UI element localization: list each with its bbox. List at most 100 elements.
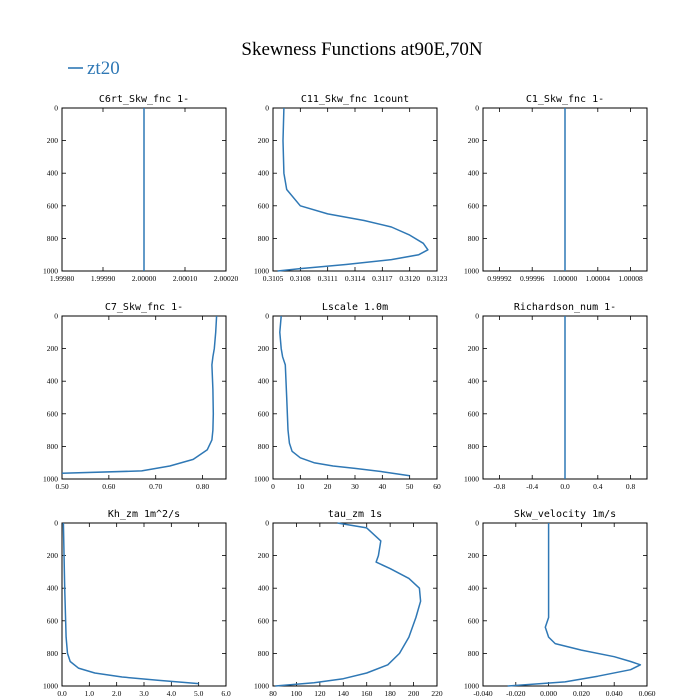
x-tick-label: 0 bbox=[271, 482, 275, 491]
x-tick-label: -0.040 bbox=[473, 689, 493, 698]
x-tick-label: 0.3114 bbox=[345, 274, 366, 283]
x-tick-label: 0.3105 bbox=[263, 274, 284, 283]
x-tick-label: 140 bbox=[338, 689, 350, 698]
x-tick-label: 220 bbox=[431, 689, 443, 698]
y-tick-label: 600 bbox=[258, 616, 270, 625]
panel-title: C6rt_Skw_fnc 1- bbox=[99, 94, 189, 105]
y-tick-label: 800 bbox=[258, 234, 270, 243]
x-tick-label: 1.99980 bbox=[50, 274, 75, 283]
plot-frame bbox=[61, 522, 227, 687]
x-tick-label: 1.00004 bbox=[586, 274, 611, 283]
y-tick-label: 200 bbox=[258, 551, 270, 560]
y-tick-label: 600 bbox=[258, 409, 270, 418]
x-tick-label: 0.99992 bbox=[487, 274, 512, 283]
x-tick-label: 0.80 bbox=[196, 482, 209, 491]
x-tick-label: 50 bbox=[406, 482, 414, 491]
y-tick-label: 600 bbox=[47, 616, 59, 625]
x-tick-label: 120 bbox=[314, 689, 326, 698]
x-tick-label: 10 bbox=[297, 482, 305, 491]
y-tick-label: 400 bbox=[47, 169, 59, 178]
plot-frame bbox=[272, 107, 438, 272]
x-tick-label: 0.000 bbox=[540, 689, 557, 698]
y-tick-label: 400 bbox=[258, 584, 270, 593]
y-tick-label: 800 bbox=[47, 234, 59, 243]
y-tick-label: 400 bbox=[47, 377, 59, 386]
x-tick-label: 40 bbox=[379, 482, 387, 491]
x-tick-label: 0.3120 bbox=[399, 274, 420, 283]
x-tick-label: 1.99990 bbox=[91, 274, 116, 283]
legend-label: zt20 bbox=[87, 58, 120, 79]
y-tick-label: 800 bbox=[258, 649, 270, 658]
figure-title: Skewness Functions at90E,70N bbox=[241, 39, 482, 60]
y-tick-label: 0 bbox=[54, 104, 58, 113]
x-tick-label: 5.0 bbox=[194, 689, 204, 698]
x-tick-label: 0.4 bbox=[593, 482, 603, 491]
y-tick-label: 800 bbox=[468, 234, 480, 243]
chart-panel-2: C11_Skw_fnc 1count020040060080010000.310… bbox=[254, 94, 448, 283]
series-line-zt20 bbox=[507, 523, 642, 687]
legend: zt20 bbox=[68, 58, 120, 79]
y-tick-label: 0 bbox=[475, 519, 479, 528]
x-tick-label: 30 bbox=[351, 482, 359, 491]
x-tick-label: 0.3108 bbox=[290, 274, 311, 283]
y-tick-label: 1000 bbox=[464, 267, 479, 276]
x-tick-label: 2.0 bbox=[112, 689, 122, 698]
panel-title: Skw_velocity 1m/s bbox=[514, 509, 616, 520]
x-tick-label: 0.70 bbox=[149, 482, 162, 491]
y-tick-label: 200 bbox=[468, 551, 480, 560]
x-tick-label: 1.00008 bbox=[618, 274, 643, 283]
series-line-zt20 bbox=[62, 522, 199, 685]
y-tick-label: 200 bbox=[468, 344, 480, 353]
y-tick-label: 0 bbox=[475, 104, 479, 113]
chart-panel-9: Skw_velocity 1m/s 0 200 400 600 800 1000-0.040… bbox=[464, 509, 656, 698]
x-tick-label: 0.0 bbox=[57, 689, 67, 698]
x-tick-label: 1.00000 bbox=[553, 274, 578, 283]
y-tick-label: 1000 bbox=[254, 682, 269, 691]
x-tick-label: 0.8 bbox=[626, 482, 636, 491]
x-tick-label: 1.0 bbox=[85, 689, 95, 698]
x-tick-label: 200 bbox=[408, 689, 420, 698]
y-tick-label: 400 bbox=[468, 584, 480, 593]
y-tick-label: 200 bbox=[47, 136, 59, 145]
x-tick-label: 0.3111 bbox=[318, 274, 338, 283]
x-tick-label: 0.0 bbox=[560, 482, 570, 491]
panel-title: Richardson_num 1- bbox=[514, 302, 616, 313]
x-tick-label: 60 bbox=[433, 482, 441, 491]
y-tick-label: 800 bbox=[468, 649, 480, 658]
x-tick-label: 4.0 bbox=[167, 689, 177, 698]
x-tick-label: -0.8 bbox=[493, 482, 505, 491]
x-tick-label: 100 bbox=[291, 689, 303, 698]
chart-panel-3: C1_Skw_fnc 1- 0 200 400 600 800 1000 0.99992 0.9… bbox=[464, 94, 648, 283]
series-line-zt20 bbox=[61, 315, 218, 475]
y-tick-label: 400 bbox=[258, 169, 270, 178]
x-tick-label: 3.0 bbox=[139, 689, 149, 698]
x-tick-label: -0.020 bbox=[506, 689, 526, 698]
y-tick-label: 0 bbox=[265, 519, 269, 528]
y-tick-label: 200 bbox=[258, 136, 270, 145]
x-tick-label: 0.60 bbox=[102, 482, 115, 491]
x-tick-label: 6.0 bbox=[221, 689, 231, 698]
x-tick-label: 0.3117 bbox=[372, 274, 393, 283]
chart-panel-6: Richardson_num 1- 0 200 400 600 800 1000 -0.8 -0… bbox=[464, 302, 648, 491]
x-tick-label: 0.3123 bbox=[427, 274, 448, 283]
y-tick-label: 200 bbox=[47, 551, 59, 560]
y-tick-label: 1000 bbox=[254, 267, 269, 276]
y-tick-label: 400 bbox=[468, 377, 480, 386]
y-tick-label: 1000 bbox=[43, 682, 58, 691]
x-tick-label: 0.50 bbox=[55, 482, 68, 491]
panel-title: C11_Skw_fnc 1count bbox=[301, 94, 409, 105]
x-tick-label: 2.00010 bbox=[173, 274, 198, 283]
panel-title: tau_zm 1s bbox=[328, 509, 382, 520]
panel-title: C7_Skw_fnc 1- bbox=[105, 302, 183, 313]
x-tick-label: 80 bbox=[269, 689, 277, 698]
y-tick-label: 1000 bbox=[43, 475, 58, 484]
y-tick-label: 800 bbox=[47, 442, 59, 451]
y-tick-label: 600 bbox=[468, 409, 480, 418]
plot-frame bbox=[61, 315, 227, 480]
x-tick-label: 160 bbox=[361, 689, 373, 698]
series-line-zt20 bbox=[279, 315, 410, 477]
x-tick-label: 0.060 bbox=[639, 689, 656, 698]
